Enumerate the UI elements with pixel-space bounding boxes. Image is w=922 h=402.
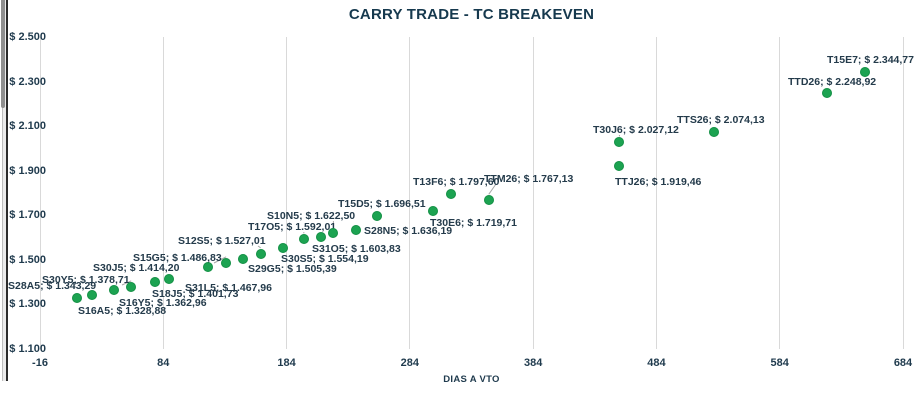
data-point-label: T15E7; $ 2.344,77	[827, 53, 914, 66]
data-point-label: S12S5; $ 1.527,01	[178, 234, 266, 247]
data-point-label: S30J5; $ 1.414,20	[93, 261, 180, 274]
data-point-label: S16A5; $ 1.328,88	[78, 304, 167, 317]
y-tick-label: $ 1.500	[9, 253, 46, 266]
data-point-dot	[483, 195, 494, 206]
data-point-label: T15D5; $ 1.696,51	[338, 197, 426, 210]
data-point-dot	[371, 211, 382, 222]
data-point-label: S31O5; $ 1.603,83	[312, 242, 401, 255]
x-gridline	[902, 37, 904, 349]
data-point-dot	[859, 66, 870, 77]
data-point-label: TTS26; $ 2.074,13	[677, 113, 765, 126]
x-tick-label: 184	[277, 357, 296, 369]
data-point-dot	[71, 292, 82, 303]
data-point-label: S15G5; $ 1.486,83	[133, 251, 222, 264]
x-tick-label: 484	[647, 357, 666, 369]
data-point-dot	[108, 285, 119, 296]
x-tick-label: -16	[32, 357, 48, 369]
x-gridline	[655, 37, 657, 349]
data-point-dot	[614, 137, 625, 148]
data-point-label: T13F6; $ 1.797,60	[413, 175, 500, 188]
x-tick-label: 584	[770, 357, 789, 369]
data-point-label: T30E6; $ 1.719,71	[430, 216, 517, 229]
data-point-label: T30J6; $ 2.027,12	[593, 123, 679, 136]
data-point-label: TTD26; $ 2.248,92	[788, 75, 877, 88]
data-point-dot	[126, 281, 137, 292]
data-point-dot	[86, 289, 97, 300]
y-tick-label: $ 1.300	[9, 298, 46, 311]
data-point-dot	[821, 87, 832, 98]
y-tick-label: $ 1.900	[9, 164, 46, 177]
y-tick-label: $ 1.100	[9, 343, 46, 355]
data-point-label: S28N5; $ 1.636,19	[364, 224, 453, 237]
x-gridline	[779, 37, 781, 349]
data-point-dot	[316, 231, 327, 242]
x-tick-label: 384	[523, 357, 543, 369]
data-point-label: S30S5; $ 1.554,19	[281, 252, 369, 265]
window-border-line	[5, 0, 8, 381]
x-tick-label: 684	[893, 357, 913, 369]
data-point-dot	[238, 253, 249, 264]
data-point-label: TTJ26; $ 1.919,46	[615, 175, 702, 188]
data-point-dot	[298, 234, 309, 245]
x-gridline	[409, 37, 411, 349]
x-tick-label: 284	[400, 357, 420, 369]
data-point-dot	[164, 273, 175, 284]
y-tick-label: $ 2.100	[9, 120, 46, 133]
left-panel-gutter	[2, 0, 6, 381]
x-axis-title: DIAS A VTO	[443, 374, 500, 385]
data-point-dot	[328, 227, 339, 238]
data-point-dot	[277, 242, 288, 253]
y-tick-label: $ 2.300	[9, 75, 46, 88]
y-tick-label: $ 1.700	[9, 209, 46, 222]
x-gridline	[39, 37, 41, 349]
x-gridline	[286, 37, 288, 349]
left-scrollbar-track	[1, 0, 3, 381]
x-gridline	[532, 37, 534, 349]
data-point-dot	[614, 161, 625, 172]
y-tick-label: $ 2.500	[9, 31, 46, 43]
x-tick-label: 84	[157, 357, 170, 369]
data-point-label: S18J5; $ 1.401,73	[152, 287, 239, 300]
chart-title: CARRY TRADE - TC BREAKEVEN	[348, 6, 595, 23]
data-point-label: S30Y5; $ 1.378,71	[42, 273, 130, 286]
data-point-dot	[445, 188, 456, 199]
data-point-dot	[709, 126, 720, 137]
data-point-dot	[255, 248, 266, 259]
x-gridline	[162, 37, 164, 349]
data-point-label: S29G5; $ 1.505,39	[248, 262, 337, 275]
data-point-dot	[202, 261, 213, 272]
data-point-dot	[221, 257, 232, 268]
data-point-dot	[350, 224, 361, 235]
data-point-label: S10N5; $ 1.622,50	[267, 209, 356, 222]
data-point-label: T17O5; $ 1.592,01	[248, 220, 337, 233]
data-point-dot	[149, 276, 160, 287]
data-point-label: TTM26; $ 1.767,13	[484, 172, 574, 185]
data-point-dot	[428, 205, 439, 216]
data-point-label: S28A5; $ 1.343,29	[8, 279, 97, 292]
data-point-label: S31L5; $ 1.467,96	[185, 281, 272, 294]
left-scrollbar-thumb[interactable]	[0, 0, 5, 108]
data-point-label: S16Y5; $ 1.362,96	[119, 296, 207, 309]
